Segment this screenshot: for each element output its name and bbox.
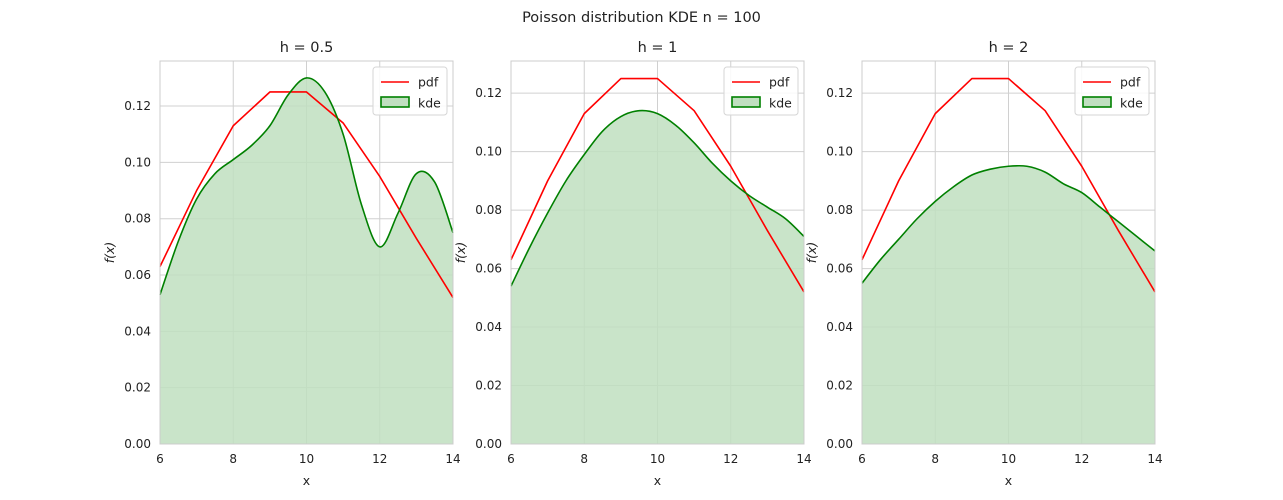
y-axis-label: f(x) <box>804 242 819 264</box>
pdf-series-line <box>510 77 805 293</box>
subplot-1: 6 8 10 12 14 0.00 0.02 0.04 0.06 0.08 0.10 0.12 x f(x… <box>102 40 461 488</box>
legend-kde-label: kde <box>769 96 792 111</box>
axes-spines <box>510 60 805 445</box>
legend-kde-swatch <box>731 96 761 108</box>
legend-pdf-label: pdf <box>769 75 790 90</box>
kde-fill-area <box>862 165 1155 444</box>
x-tick-label: 10 <box>299 452 314 466</box>
y-tick-label: 0.02 <box>826 379 853 393</box>
figure-suptitle: Poisson distribution KDE n = 100 <box>522 10 761 26</box>
x-tick-label: 12 <box>372 452 387 466</box>
y-tick-label: 0.02 <box>124 381 151 395</box>
subplot-grid: 6 8 10 12 14 0.00 0.02 0.04 0.06 0.08 0.10 0.12 x f(x… <box>102 40 1163 488</box>
y-tick-label: 0.10 <box>124 155 151 169</box>
subplot-title: h = 2 <box>989 40 1029 56</box>
y-tick-label: 0.08 <box>475 203 502 217</box>
y-tick-label: 0.00 <box>826 437 853 451</box>
y-tick-label: 0.08 <box>124 212 151 226</box>
y-tick-label: 0.06 <box>826 262 853 276</box>
kde-fill-area <box>511 110 804 444</box>
y-tick-label: 0.04 <box>124 324 151 338</box>
y-tick-label: 0.02 <box>475 379 502 393</box>
legend-pdf-label: pdf <box>418 75 439 90</box>
subplot-2: 6 8 10 12 14 0.00 0.02 0.04 0.06 0.08 0.10 0.12 x f(x… <box>453 40 812 488</box>
subplot-3: 6 8 10 12 14 0.00 0.02 0.04 0.06 0.08 0.10 0.12 x f(x… <box>804 40 1163 488</box>
y-tick-label: 0.12 <box>475 86 502 100</box>
x-axis-label: x <box>654 473 661 488</box>
y-tick-label: 0.06 <box>475 262 502 276</box>
pdf-series-line <box>159 91 454 298</box>
x-tick-label: 8 <box>580 452 588 466</box>
x-tick-label: 8 <box>931 452 939 466</box>
kde-series-line <box>159 77 454 295</box>
x-tick-label: 8 <box>229 452 237 466</box>
legend-kde-swatch <box>380 96 410 108</box>
legend-pdf-label: pdf <box>1120 75 1141 90</box>
legend: pdf kde <box>372 66 448 116</box>
legend-kde-label: kde <box>1120 96 1143 111</box>
x-tick-label: 14 <box>796 452 811 466</box>
y-axis-label: f(x) <box>102 242 117 264</box>
y-tick-label: 0.10 <box>475 145 502 159</box>
x-tick-label: 6 <box>858 452 866 466</box>
legend: pdf kde <box>723 66 799 116</box>
y-tick-label: 0.12 <box>826 86 853 100</box>
y-axis-label: f(x) <box>453 242 468 264</box>
legend-kde-label: kde <box>418 96 441 111</box>
x-tick-label: 6 <box>507 452 515 466</box>
pdf-series-line <box>861 77 1156 293</box>
axes-spines <box>861 60 1156 445</box>
y-tick-label: 0.04 <box>475 320 502 334</box>
y-tick-label: 0.00 <box>475 437 502 451</box>
x-tick-label: 12 <box>723 452 738 466</box>
x-tick-label: 10 <box>1001 452 1016 466</box>
subplot-title: h = 1 <box>638 40 678 56</box>
subplot-title: h = 0.5 <box>280 40 334 56</box>
legend: pdf kde <box>1074 66 1150 116</box>
kde-series-line <box>861 164 1156 284</box>
y-tick-label: 0.12 <box>124 99 151 113</box>
x-tick-label: 10 <box>650 452 665 466</box>
y-tick-label: 0.06 <box>124 268 151 282</box>
kde-series-line <box>510 109 805 287</box>
y-tick-label: 0.04 <box>826 320 853 334</box>
x-tick-label: 14 <box>1147 452 1162 466</box>
x-tick-label: 6 <box>156 452 164 466</box>
legend-kde-swatch <box>1082 96 1112 108</box>
x-tick-label: 12 <box>1074 452 1089 466</box>
x-tick-label: 14 <box>445 452 460 466</box>
y-tick-label: 0.00 <box>124 437 151 451</box>
x-axis-label: x <box>303 473 310 488</box>
kde-fill-area <box>160 77 453 444</box>
y-tick-label: 0.08 <box>826 203 853 217</box>
y-tick-label: 0.10 <box>826 145 853 159</box>
x-axis-label: x <box>1005 473 1012 488</box>
axes-spines <box>159 60 454 445</box>
